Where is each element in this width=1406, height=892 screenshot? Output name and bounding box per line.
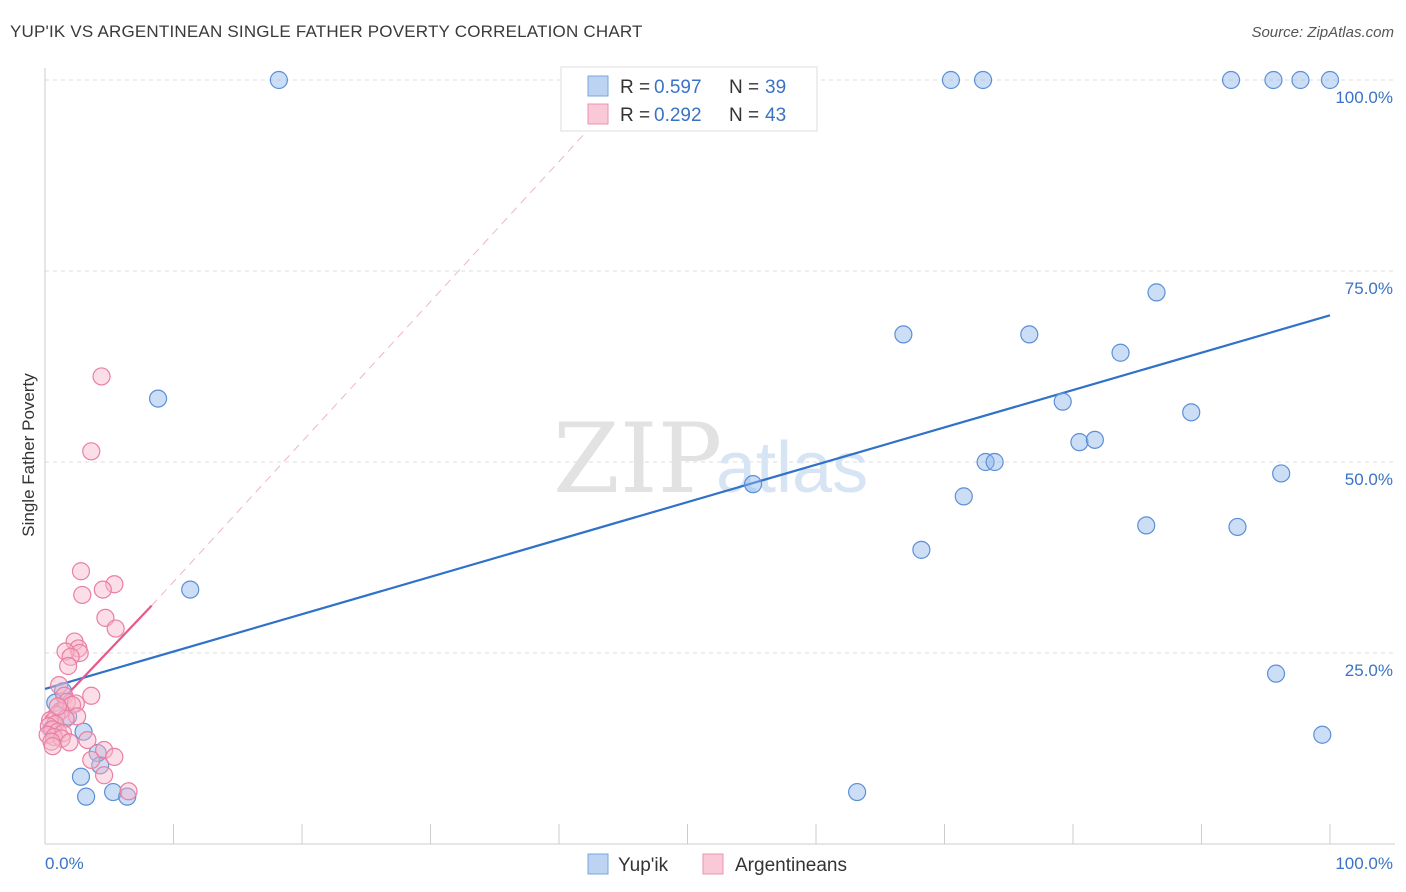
legend-r-label-argentineans: R =	[620, 105, 650, 126]
y-tick-label-2: 75.0%	[1345, 279, 1393, 298]
yupik-point-3	[1221, 70, 1241, 90]
argentinean-point-36	[43, 737, 62, 756]
argentinean-point-35	[60, 733, 79, 752]
legend-r-value-argentineans: 0.292	[654, 105, 702, 126]
argentinean-point-3	[105, 575, 124, 594]
bottom-legend-swatch-argentineans	[702, 853, 724, 875]
legend-swatch-argentineans	[587, 103, 609, 125]
bottom-legend-swatch-yupik	[587, 853, 609, 875]
yupik-point-12	[1147, 283, 1166, 302]
watermark-atlas: atlas	[716, 428, 868, 508]
x-tick-labels: 0.0% 100.0%	[45, 854, 1393, 873]
yupik-point-17	[1182, 403, 1201, 422]
yupik-point-20	[954, 487, 973, 506]
yupik-point-1	[941, 70, 961, 90]
argentinean-point-5	[73, 585, 92, 605]
argentinean-point-41	[119, 782, 138, 801]
axes	[44, 68, 1395, 845]
argentinean-point-11	[56, 642, 75, 661]
trend-extension-1	[151, 133, 586, 606]
bottom-legend: Yup'ik Argentineans	[587, 853, 847, 876]
yupik-point-16	[1085, 430, 1104, 449]
yupik-point-23	[1228, 517, 1247, 537]
argentinean-point-22	[68, 707, 87, 726]
x-tick-label-1: 100.0%	[1335, 854, 1393, 873]
legend-r-value-yupik: 0.597	[654, 77, 702, 98]
yupik-point-34	[77, 787, 96, 806]
yupik-point-15	[1070, 433, 1089, 452]
data-points	[38, 70, 1340, 806]
trend-line-yupik	[44, 314, 1331, 690]
yupik-point-22	[1137, 516, 1156, 535]
legend-box: R = 0.597 N = 39 R = 0.292 N = 43	[560, 66, 818, 132]
argentinean-point-39	[105, 747, 124, 767]
yupik-point-33	[71, 767, 91, 786]
watermark-zip: ZIP	[553, 403, 722, 515]
legend-r-label-yupik: R =	[620, 77, 650, 98]
yupik-point-13	[1111, 343, 1130, 362]
argentinean-point-34	[78, 730, 97, 750]
yupik-point-14	[1053, 392, 1072, 411]
grid-lines	[45, 79, 1395, 654]
source-label: Source: ZipAtlas.com	[1251, 24, 1394, 41]
argentinean-point-10	[70, 643, 89, 663]
y-tick-labels: 25.0% 50.0% 75.0% 100.0%	[1335, 88, 1393, 680]
chart-title: YUP'IK VS ARGENTINEAN SINGLE FATHER POVE…	[10, 22, 643, 41]
yupik-point-0	[269, 70, 288, 90]
legend-n-value-yupik: 39	[765, 77, 786, 98]
argentinean-point-1	[82, 442, 101, 461]
argentinean-point-42	[48, 697, 67, 716]
argentinean-point-2	[71, 562, 91, 581]
bottom-legend-label-yupik: Yup'ik	[618, 855, 669, 876]
bottom-legend-label-argentineans: Argentineans	[735, 855, 847, 876]
legend-n-label-argentineans: N =	[729, 105, 759, 126]
yupik-point-2	[973, 70, 993, 90]
y-tick-label-3: 100.0%	[1335, 88, 1393, 107]
argentinean-point-0	[92, 367, 111, 386]
yupik-point-7	[148, 389, 168, 408]
yupik-point-4	[1264, 70, 1283, 90]
yupik-point-9	[743, 475, 763, 494]
argentinean-point-16	[82, 686, 101, 705]
yupik-point-27	[848, 782, 867, 802]
argentinean-point-7	[106, 619, 125, 638]
yupik-point-25	[1266, 664, 1286, 683]
legend-n-value-argentineans: 43	[765, 105, 786, 126]
yupik-point-10	[894, 325, 913, 344]
yupik-point-11	[1020, 325, 1039, 344]
yupik-point-24	[1272, 464, 1291, 483]
legend-n-label-yupik: N =	[729, 77, 759, 98]
argentinean-point-38	[82, 750, 101, 770]
yupik-point-32	[91, 756, 110, 775]
yupik-point-30	[74, 722, 93, 741]
yupik-point-21	[912, 540, 931, 559]
argentinean-point-13	[59, 656, 78, 676]
legend-swatch-yupik	[587, 75, 609, 97]
yupik-point-19	[985, 452, 1004, 472]
yupik-point-6	[1320, 70, 1340, 90]
argentinean-point-37	[95, 740, 114, 760]
argentinean-point-14	[50, 675, 69, 695]
y-tick-label-0: 25.0%	[1345, 661, 1393, 680]
y-axis-label: Single Father Poverty	[19, 373, 38, 537]
yupik-point-8	[181, 580, 200, 599]
argentinean-point-4	[93, 580, 112, 599]
yupik-point-26	[1313, 725, 1332, 744]
yupik-point-35	[104, 782, 123, 802]
yupik-point-5	[1291, 70, 1310, 90]
argentinean-point-40	[95, 766, 114, 785]
y-tick-label-1: 50.0%	[1345, 470, 1393, 489]
x-tick-label-0: 0.0%	[45, 854, 84, 873]
